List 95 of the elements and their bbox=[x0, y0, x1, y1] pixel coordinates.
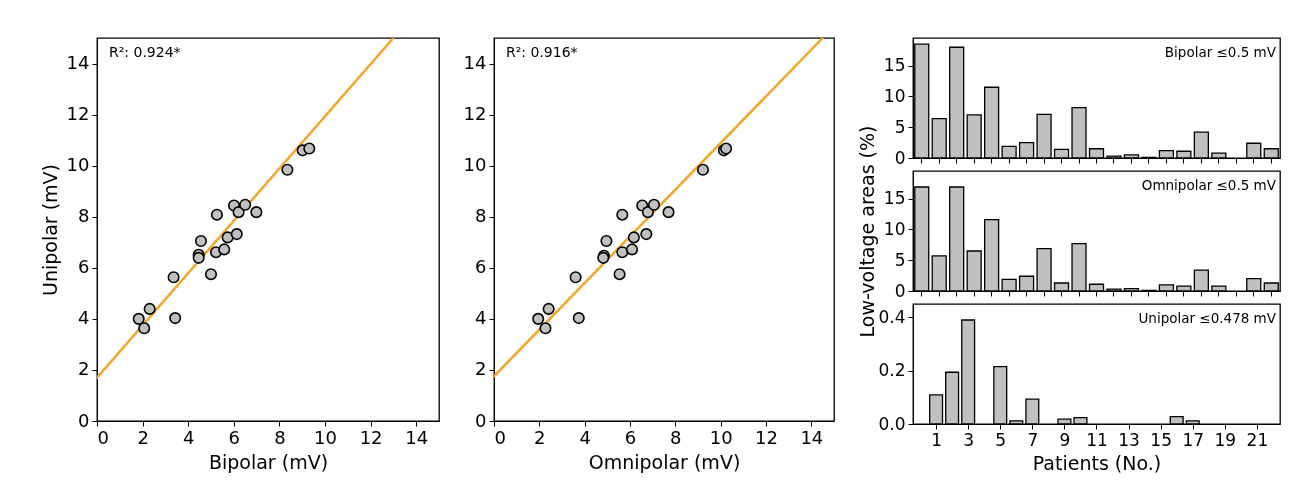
y-tick-label: 10 bbox=[883, 85, 906, 106]
point bbox=[138, 322, 151, 335]
point bbox=[641, 206, 654, 219]
y-tick-label: 12 bbox=[66, 103, 90, 125]
x-tick-label: 0 bbox=[494, 426, 506, 448]
y-tick-label: 8 bbox=[78, 205, 90, 227]
point bbox=[532, 312, 545, 325]
y-tick-label: 0.4 bbox=[878, 306, 906, 327]
y-tick-label: 15 bbox=[883, 55, 906, 76]
y-tick-label: 14 bbox=[66, 52, 90, 74]
y-axis-title: Unipolar (mV) bbox=[38, 163, 61, 297]
y-tick-label: 10 bbox=[883, 218, 906, 239]
point bbox=[132, 312, 145, 325]
x-tick-label: 1 bbox=[931, 429, 943, 450]
point bbox=[303, 142, 316, 155]
y-tick-label: 15 bbox=[883, 188, 906, 209]
y-tick-label: 0 bbox=[894, 147, 906, 168]
point bbox=[239, 198, 252, 211]
y-tick-label: 10 bbox=[66, 154, 90, 176]
x-tick-label: 8 bbox=[274, 426, 286, 448]
x-axis-title: Omnipolar (mV) bbox=[588, 450, 741, 473]
x-tick-label: 4 bbox=[182, 426, 195, 448]
point bbox=[167, 271, 180, 284]
y-tick-label: 14 bbox=[463, 52, 487, 74]
x-tick-label: 4 bbox=[579, 426, 591, 448]
point bbox=[542, 302, 555, 315]
point bbox=[616, 246, 629, 259]
x-tick-label: 10 bbox=[709, 426, 733, 448]
annotation: Unipolar ≤0.478 mV bbox=[1138, 310, 1277, 326]
x-tick-label: 6 bbox=[228, 426, 241, 448]
y-tick-label: 2 bbox=[78, 358, 90, 380]
x-tick-label: 9 bbox=[1059, 429, 1071, 450]
annotation: R²: 0.924* bbox=[109, 44, 181, 60]
point bbox=[627, 231, 640, 244]
y-tick-label: 0 bbox=[894, 280, 906, 301]
y-tick-label: 6 bbox=[475, 256, 487, 278]
x-tick-label: 12 bbox=[359, 426, 383, 448]
y-tick-label: 10 bbox=[463, 154, 487, 176]
x-tick-label: 11 bbox=[1086, 429, 1108, 450]
x-tick-label: 2 bbox=[534, 426, 546, 448]
y-axis-title: Low-voltage areas (%) bbox=[855, 125, 878, 338]
point bbox=[232, 206, 245, 219]
x-tick-label: 14 bbox=[405, 426, 429, 448]
y-tick-label: 5 bbox=[894, 116, 906, 137]
y-tick-label: 5 bbox=[894, 249, 906, 270]
x-tick-label: 5 bbox=[995, 429, 1007, 450]
point bbox=[662, 206, 675, 219]
point bbox=[572, 312, 585, 325]
point bbox=[613, 268, 626, 281]
point bbox=[647, 198, 661, 211]
x-tick-label: 19 bbox=[1214, 429, 1237, 450]
x-tick-label: 0 bbox=[97, 426, 109, 448]
x-tick-label: 8 bbox=[670, 426, 682, 448]
point bbox=[696, 163, 710, 176]
x-tick-label: 12 bbox=[755, 426, 778, 448]
y-tick-label: 4 bbox=[78, 307, 90, 329]
x-tick-label: 14 bbox=[800, 426, 824, 448]
point bbox=[210, 208, 223, 221]
y-tick-label: 8 bbox=[475, 205, 487, 227]
point bbox=[640, 228, 653, 241]
x-tick-label: 6 bbox=[624, 426, 637, 448]
annotation: R²: 0.916* bbox=[506, 44, 578, 60]
annotation: Omnipolar ≤0.5 mV bbox=[1141, 177, 1277, 193]
point bbox=[569, 271, 582, 284]
y-tick-label: 2 bbox=[475, 358, 487, 380]
point bbox=[230, 228, 243, 241]
y-tick-label: 0 bbox=[475, 409, 487, 431]
x-tick-label: 15 bbox=[1150, 429, 1172, 450]
x-tick-label: 2 bbox=[137, 426, 149, 448]
y-tick-label: 6 bbox=[78, 256, 90, 278]
y-tick-label: 0.0 bbox=[878, 413, 906, 434]
x-tick-label: 7 bbox=[1027, 429, 1039, 450]
point bbox=[218, 243, 231, 256]
x-tick-label: 3 bbox=[963, 429, 975, 450]
x-tick-label: 17 bbox=[1182, 429, 1205, 450]
y-tick-label: 4 bbox=[475, 307, 487, 329]
point bbox=[143, 302, 156, 315]
point bbox=[281, 163, 294, 176]
x-tick-label: 13 bbox=[1118, 429, 1140, 450]
annotation: Bipolar ≤0.5 mV bbox=[1164, 44, 1277, 60]
point bbox=[204, 268, 218, 281]
y-tick-label: 12 bbox=[463, 103, 487, 125]
point bbox=[194, 234, 208, 248]
x-axis-title: Patients (No.) bbox=[1032, 451, 1162, 474]
point bbox=[616, 208, 629, 221]
y-tick-label: 0.2 bbox=[878, 360, 906, 381]
x-axis-title: Bipolar (mV) bbox=[208, 450, 329, 473]
x-tick-label: 21 bbox=[1246, 429, 1269, 450]
point bbox=[169, 312, 182, 325]
point bbox=[539, 322, 552, 335]
y-tick-label: 0 bbox=[78, 409, 90, 431]
point bbox=[600, 234, 613, 248]
point bbox=[250, 206, 263, 219]
point bbox=[626, 243, 639, 256]
x-tick-label: 10 bbox=[314, 426, 337, 448]
